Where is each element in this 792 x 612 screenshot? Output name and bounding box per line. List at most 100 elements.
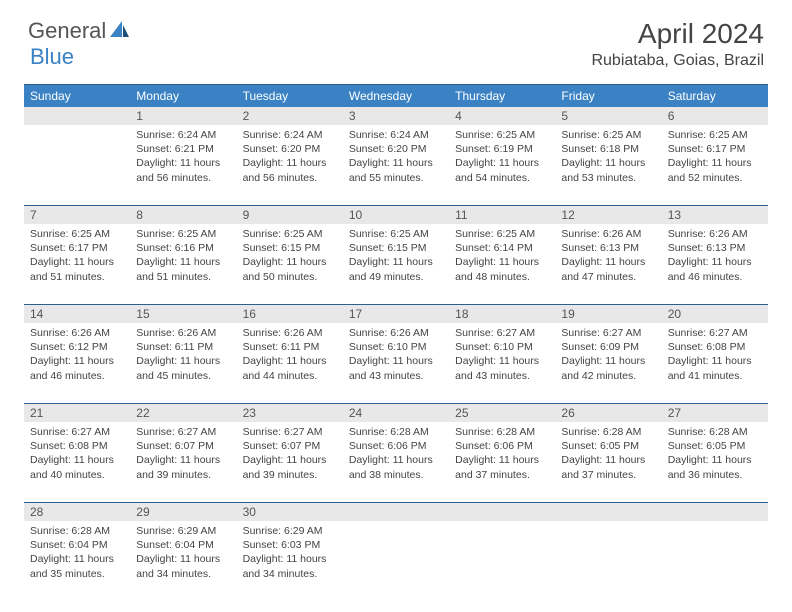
day-number: 12 (555, 206, 661, 224)
sunrise-text: Sunrise: 6:27 AM (243, 425, 337, 439)
day-number: 1 (130, 107, 236, 125)
sunrise-text: Sunrise: 6:27 AM (30, 425, 124, 439)
weeks-container: 123456Sunrise: 6:24 AMSunset: 6:21 PMDay… (24, 107, 768, 601)
sunrise-text: Sunrise: 6:28 AM (30, 524, 124, 538)
day-number: 28 (24, 503, 130, 521)
sunset-text: Sunset: 6:05 PM (668, 439, 762, 453)
day-cell (343, 521, 449, 601)
day-number: 27 (662, 404, 768, 422)
day-cell: Sunrise: 6:24 AMSunset: 6:20 PMDaylight:… (237, 125, 343, 205)
sunset-text: Sunset: 6:04 PM (30, 538, 124, 552)
daylight-text: Daylight: 11 hours and 56 minutes. (243, 156, 337, 184)
day-cell: Sunrise: 6:27 AMSunset: 6:09 PMDaylight:… (555, 323, 661, 403)
day-number: 10 (343, 206, 449, 224)
sunset-text: Sunset: 6:11 PM (136, 340, 230, 354)
day-number-row: 282930 (24, 503, 768, 521)
sunrise-text: Sunrise: 6:27 AM (561, 326, 655, 340)
sunset-text: Sunset: 6:17 PM (668, 142, 762, 156)
title-block: April 2024 Rubiataba, Goias, Brazil (591, 18, 764, 70)
daylight-text: Daylight: 11 hours and 46 minutes. (668, 255, 762, 283)
day-cell (555, 521, 661, 601)
sunrise-text: Sunrise: 6:25 AM (561, 128, 655, 142)
day-number: 19 (555, 305, 661, 323)
day-number: 23 (237, 404, 343, 422)
sunrise-text: Sunrise: 6:29 AM (136, 524, 230, 538)
sunset-text: Sunset: 6:13 PM (561, 241, 655, 255)
day-cell: Sunrise: 6:27 AMSunset: 6:10 PMDaylight:… (449, 323, 555, 403)
day-cell: Sunrise: 6:26 AMSunset: 6:11 PMDaylight:… (130, 323, 236, 403)
weekday-header-row: SundayMondayTuesdayWednesdayThursdayFrid… (24, 85, 768, 107)
week-row: Sunrise: 6:26 AMSunset: 6:12 PMDaylight:… (24, 323, 768, 404)
daylight-text: Daylight: 11 hours and 38 minutes. (349, 453, 443, 481)
day-cell: Sunrise: 6:28 AMSunset: 6:04 PMDaylight:… (24, 521, 130, 601)
day-number: 16 (237, 305, 343, 323)
week-row: Sunrise: 6:27 AMSunset: 6:08 PMDaylight:… (24, 422, 768, 503)
day-cell: Sunrise: 6:26 AMSunset: 6:10 PMDaylight:… (343, 323, 449, 403)
sunrise-text: Sunrise: 6:28 AM (349, 425, 443, 439)
sunset-text: Sunset: 6:07 PM (136, 439, 230, 453)
day-number: 6 (662, 107, 768, 125)
day-cell: Sunrise: 6:26 AMSunset: 6:13 PMDaylight:… (662, 224, 768, 304)
sunset-text: Sunset: 6:17 PM (30, 241, 124, 255)
day-cell: Sunrise: 6:24 AMSunset: 6:21 PMDaylight:… (130, 125, 236, 205)
weekday-header: Thursday (449, 85, 555, 107)
sunrise-text: Sunrise: 6:26 AM (561, 227, 655, 241)
logo: General (28, 18, 132, 44)
day-number: 24 (343, 404, 449, 422)
daylight-text: Daylight: 11 hours and 41 minutes. (668, 354, 762, 382)
day-cell: Sunrise: 6:26 AMSunset: 6:12 PMDaylight:… (24, 323, 130, 403)
sunset-text: Sunset: 6:21 PM (136, 142, 230, 156)
weekday-header: Tuesday (237, 85, 343, 107)
day-number: 29 (130, 503, 236, 521)
sunrise-text: Sunrise: 6:27 AM (455, 326, 549, 340)
day-number: 15 (130, 305, 236, 323)
logo-text-blue: Blue (30, 44, 74, 69)
week-row: Sunrise: 6:28 AMSunset: 6:04 PMDaylight:… (24, 521, 768, 601)
daylight-text: Daylight: 11 hours and 49 minutes. (349, 255, 443, 283)
sunrise-text: Sunrise: 6:28 AM (561, 425, 655, 439)
day-cell: Sunrise: 6:25 AMSunset: 6:15 PMDaylight:… (237, 224, 343, 304)
daylight-text: Daylight: 11 hours and 51 minutes. (136, 255, 230, 283)
sunrise-text: Sunrise: 6:25 AM (668, 128, 762, 142)
sunset-text: Sunset: 6:10 PM (455, 340, 549, 354)
location-text: Rubiataba, Goias, Brazil (591, 52, 764, 70)
sunset-text: Sunset: 6:16 PM (136, 241, 230, 255)
day-number (24, 107, 130, 125)
week-row: Sunrise: 6:25 AMSunset: 6:17 PMDaylight:… (24, 224, 768, 305)
daylight-text: Daylight: 11 hours and 42 minutes. (561, 354, 655, 382)
daylight-text: Daylight: 11 hours and 43 minutes. (455, 354, 549, 382)
sunset-text: Sunset: 6:05 PM (561, 439, 655, 453)
day-cell: Sunrise: 6:27 AMSunset: 6:07 PMDaylight:… (237, 422, 343, 502)
sunrise-text: Sunrise: 6:26 AM (136, 326, 230, 340)
day-cell: Sunrise: 6:25 AMSunset: 6:14 PMDaylight:… (449, 224, 555, 304)
sunset-text: Sunset: 6:18 PM (561, 142, 655, 156)
weekday-header: Friday (555, 85, 661, 107)
daylight-text: Daylight: 11 hours and 37 minutes. (455, 453, 549, 481)
sunset-text: Sunset: 6:11 PM (243, 340, 337, 354)
day-cell: Sunrise: 6:25 AMSunset: 6:15 PMDaylight:… (343, 224, 449, 304)
daylight-text: Daylight: 11 hours and 55 minutes. (349, 156, 443, 184)
sunrise-text: Sunrise: 6:24 AM (349, 128, 443, 142)
day-number: 20 (662, 305, 768, 323)
sunset-text: Sunset: 6:20 PM (349, 142, 443, 156)
sunrise-text: Sunrise: 6:26 AM (668, 227, 762, 241)
daylight-text: Daylight: 11 hours and 39 minutes. (243, 453, 337, 481)
weekday-header: Wednesday (343, 85, 449, 107)
sunrise-text: Sunrise: 6:26 AM (243, 326, 337, 340)
sunrise-text: Sunrise: 6:26 AM (30, 326, 124, 340)
daylight-text: Daylight: 11 hours and 51 minutes. (30, 255, 124, 283)
day-number-row: 14151617181920 (24, 305, 768, 323)
day-number: 25 (449, 404, 555, 422)
day-number: 4 (449, 107, 555, 125)
day-number (343, 503, 449, 521)
sunset-text: Sunset: 6:06 PM (455, 439, 549, 453)
day-cell: Sunrise: 6:27 AMSunset: 6:08 PMDaylight:… (24, 422, 130, 502)
daylight-text: Daylight: 11 hours and 44 minutes. (243, 354, 337, 382)
sunrise-text: Sunrise: 6:25 AM (30, 227, 124, 241)
sunset-text: Sunset: 6:06 PM (349, 439, 443, 453)
daylight-text: Daylight: 11 hours and 37 minutes. (561, 453, 655, 481)
day-cell: Sunrise: 6:28 AMSunset: 6:06 PMDaylight:… (343, 422, 449, 502)
daylight-text: Daylight: 11 hours and 48 minutes. (455, 255, 549, 283)
sunrise-text: Sunrise: 6:25 AM (136, 227, 230, 241)
day-cell: Sunrise: 6:27 AMSunset: 6:08 PMDaylight:… (662, 323, 768, 403)
